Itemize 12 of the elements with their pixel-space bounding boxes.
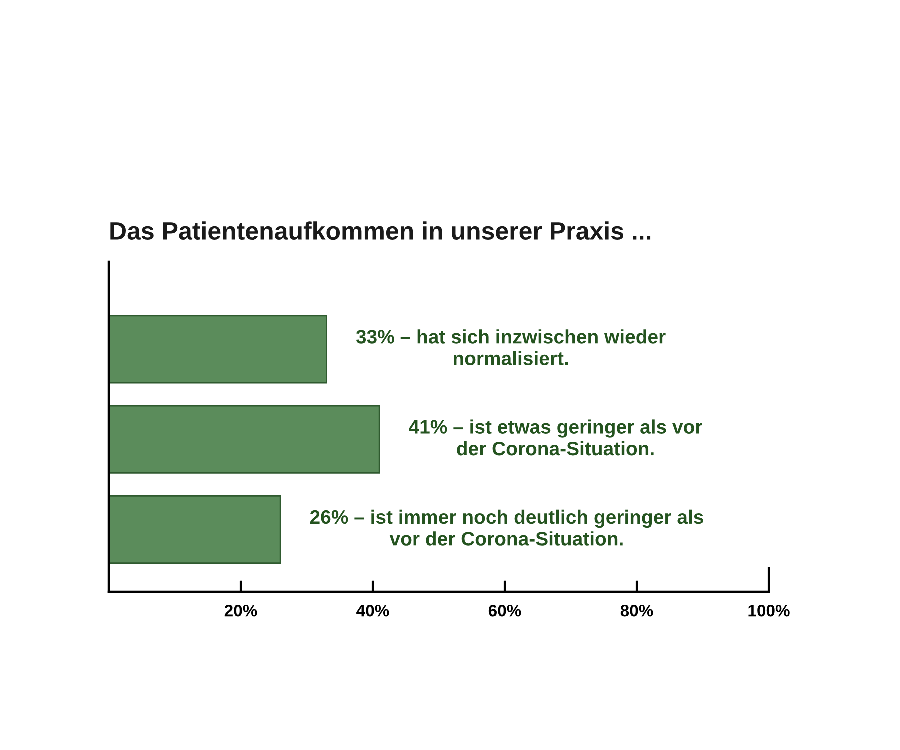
bar [109,405,380,474]
x-tick-label: 80% [620,604,654,617]
chart-title: Das Patientenaufkommen in unserer Praxis ... [110,222,651,240]
data-label: 26% – ist immer noch deutlich geringer als vor der Corona-Situation. [310,510,704,546]
x-tick-label: 100% [748,604,790,617]
data-label: 41% – ist etwas geringer als vor der Corona-Situation. [409,420,702,456]
x-tick-label: 40% [356,604,390,617]
data-label: 33% – hat sich inzwischen wieder normalisiert. [356,330,666,366]
bar [109,496,282,564]
bar [109,315,328,384]
x-tick-label: 20% [224,604,258,617]
x-tick-label: 60% [488,604,522,617]
